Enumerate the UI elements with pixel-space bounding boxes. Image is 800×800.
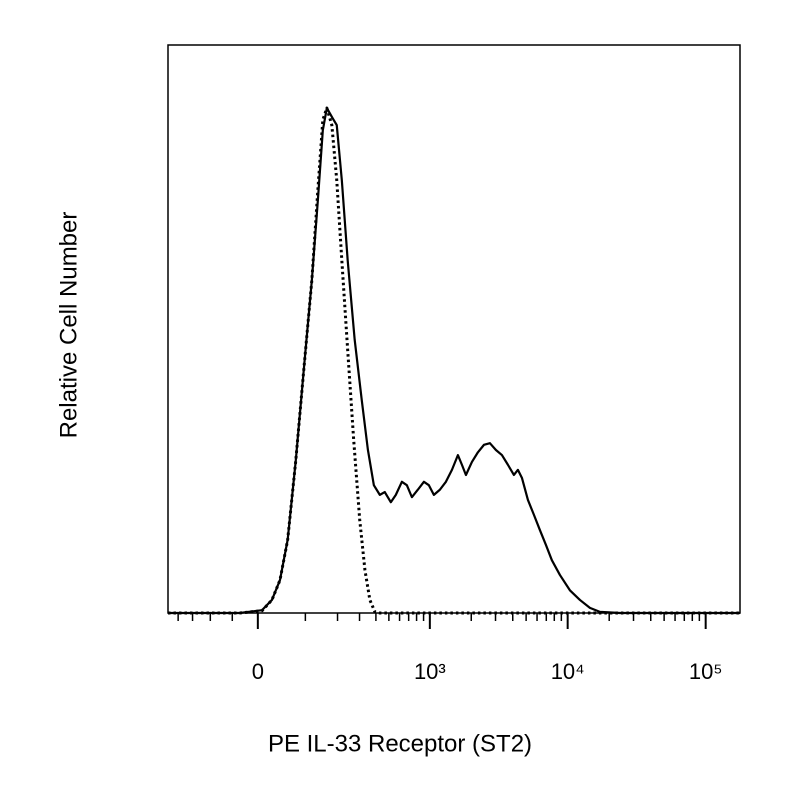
histogram-line (168, 106, 740, 615)
x-tick-label: 0 (252, 659, 264, 684)
x-tick-label: 10⁵ (689, 659, 723, 684)
plot-frame (167, 44, 741, 614)
x-tick-label: 10³ (414, 659, 446, 684)
x-axis-title: PE IL-33 Receptor (ST2) (268, 730, 532, 757)
y-axis-title: Relative Cell Number (55, 212, 82, 439)
x-tick-label: 10⁴ (551, 659, 585, 684)
histogram-line (168, 106, 740, 615)
